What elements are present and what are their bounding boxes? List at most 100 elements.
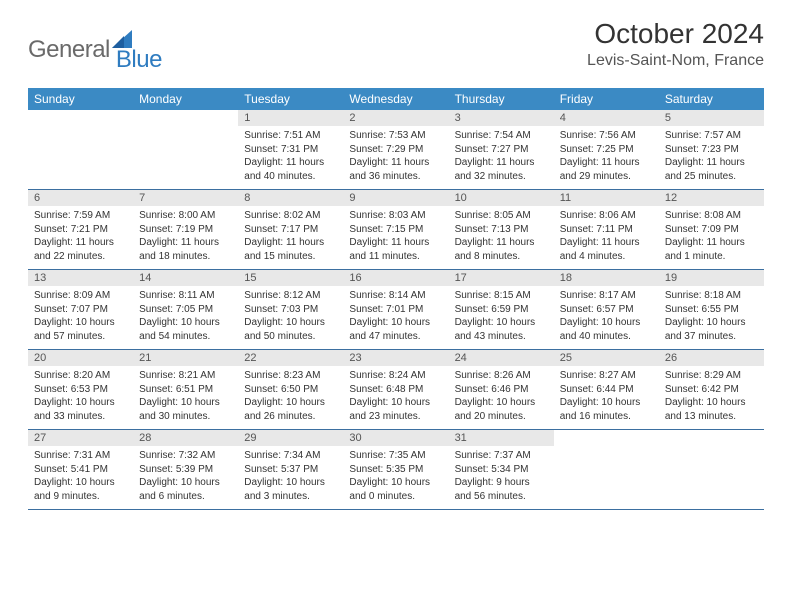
day-details: Sunrise: 7:57 AMSunset: 7:23 PMDaylight:… (659, 126, 764, 189)
calendar-week-row: ....1Sunrise: 7:51 AMSunset: 7:31 PMDayl… (28, 110, 764, 190)
calendar-day-cell: 17Sunrise: 8:15 AMSunset: 6:59 PMDayligh… (449, 270, 554, 350)
calendar-day-cell: 23Sunrise: 8:24 AMSunset: 6:48 PMDayligh… (343, 350, 448, 430)
day-number: 10 (449, 190, 554, 206)
day-header: Tuesday (238, 88, 343, 110)
calendar-day-cell: 5Sunrise: 7:57 AMSunset: 7:23 PMDaylight… (659, 110, 764, 190)
calendar-day-cell: .. (554, 430, 659, 510)
day-number: 5 (659, 110, 764, 126)
day-details: Sunrise: 7:59 AMSunset: 7:21 PMDaylight:… (28, 206, 133, 269)
day-header-row: SundayMondayTuesdayWednesdayThursdayFrid… (28, 88, 764, 110)
day-number: 1 (238, 110, 343, 126)
location: Levis-Saint-Nom, France (587, 52, 764, 70)
day-details: Sunrise: 7:54 AMSunset: 7:27 PMDaylight:… (449, 126, 554, 189)
day-number: 4 (554, 110, 659, 126)
day-details: Sunrise: 8:05 AMSunset: 7:13 PMDaylight:… (449, 206, 554, 269)
day-details: Sunrise: 8:03 AMSunset: 7:15 PMDaylight:… (343, 206, 448, 269)
title-block: October 2024 Levis-Saint-Nom, France (587, 18, 764, 70)
day-details: Sunrise: 8:20 AMSunset: 6:53 PMDaylight:… (28, 366, 133, 429)
day-number: 24 (449, 350, 554, 366)
day-number: 14 (133, 270, 238, 286)
day-details: Sunrise: 8:26 AMSunset: 6:46 PMDaylight:… (449, 366, 554, 429)
day-details: Sunrise: 8:08 AMSunset: 7:09 PMDaylight:… (659, 206, 764, 269)
day-details: Sunrise: 8:06 AMSunset: 7:11 PMDaylight:… (554, 206, 659, 269)
day-details: Sunrise: 7:37 AMSunset: 5:34 PMDaylight:… (449, 446, 554, 509)
calendar-day-cell: 11Sunrise: 8:06 AMSunset: 7:11 PMDayligh… (554, 190, 659, 270)
calendar-day-cell: 7Sunrise: 8:00 AMSunset: 7:19 PMDaylight… (133, 190, 238, 270)
day-number: 31 (449, 430, 554, 446)
day-number: 17 (449, 270, 554, 286)
header: General Blue October 2024 Levis-Saint-No… (28, 18, 764, 74)
logo-text-blue: Blue (116, 46, 162, 74)
calendar-day-cell: 22Sunrise: 8:23 AMSunset: 6:50 PMDayligh… (238, 350, 343, 430)
day-details: Sunrise: 8:11 AMSunset: 7:05 PMDaylight:… (133, 286, 238, 349)
day-number: 27 (28, 430, 133, 446)
day-header: Saturday (659, 88, 764, 110)
calendar-day-cell: 14Sunrise: 8:11 AMSunset: 7:05 PMDayligh… (133, 270, 238, 350)
day-header: Friday (554, 88, 659, 110)
calendar-day-cell: 27Sunrise: 7:31 AMSunset: 5:41 PMDayligh… (28, 430, 133, 510)
day-header: Monday (133, 88, 238, 110)
day-details: Sunrise: 7:32 AMSunset: 5:39 PMDaylight:… (133, 446, 238, 509)
calendar-day-cell: 13Sunrise: 8:09 AMSunset: 7:07 PMDayligh… (28, 270, 133, 350)
day-number: 11 (554, 190, 659, 206)
day-details: Sunrise: 7:35 AMSunset: 5:35 PMDaylight:… (343, 446, 448, 509)
day-details: Sunrise: 8:24 AMSunset: 6:48 PMDaylight:… (343, 366, 448, 429)
day-details: Sunrise: 7:34 AMSunset: 5:37 PMDaylight:… (238, 446, 343, 509)
day-details: Sunrise: 7:31 AMSunset: 5:41 PMDaylight:… (28, 446, 133, 509)
day-details: Sunrise: 8:02 AMSunset: 7:17 PMDaylight:… (238, 206, 343, 269)
calendar-week-row: 20Sunrise: 8:20 AMSunset: 6:53 PMDayligh… (28, 350, 764, 430)
day-number: 16 (343, 270, 448, 286)
calendar-day-cell: .. (659, 430, 764, 510)
calendar-day-cell: 28Sunrise: 7:32 AMSunset: 5:39 PMDayligh… (133, 430, 238, 510)
day-number: 8 (238, 190, 343, 206)
day-number: 19 (659, 270, 764, 286)
calendar-day-cell: 26Sunrise: 8:29 AMSunset: 6:42 PMDayligh… (659, 350, 764, 430)
day-number: 29 (238, 430, 343, 446)
logo: General Blue (28, 18, 162, 74)
day-number: 21 (133, 350, 238, 366)
month-title: October 2024 (587, 18, 764, 50)
calendar-day-cell: 2Sunrise: 7:53 AMSunset: 7:29 PMDaylight… (343, 110, 448, 190)
day-details: Sunrise: 8:18 AMSunset: 6:55 PMDaylight:… (659, 286, 764, 349)
calendar-day-cell: 19Sunrise: 8:18 AMSunset: 6:55 PMDayligh… (659, 270, 764, 350)
calendar-day-cell: .. (133, 110, 238, 190)
calendar-day-cell: 21Sunrise: 8:21 AMSunset: 6:51 PMDayligh… (133, 350, 238, 430)
calendar-day-cell: 4Sunrise: 7:56 AMSunset: 7:25 PMDaylight… (554, 110, 659, 190)
day-number: 6 (28, 190, 133, 206)
day-number: 15 (238, 270, 343, 286)
day-details: Sunrise: 8:09 AMSunset: 7:07 PMDaylight:… (28, 286, 133, 349)
day-number: 20 (28, 350, 133, 366)
calendar-week-row: 27Sunrise: 7:31 AMSunset: 5:41 PMDayligh… (28, 430, 764, 510)
calendar-day-cell: 24Sunrise: 8:26 AMSunset: 6:46 PMDayligh… (449, 350, 554, 430)
day-details: Sunrise: 7:51 AMSunset: 7:31 PMDaylight:… (238, 126, 343, 189)
calendar-day-cell: 10Sunrise: 8:05 AMSunset: 7:13 PMDayligh… (449, 190, 554, 270)
day-details: Sunrise: 8:00 AMSunset: 7:19 PMDaylight:… (133, 206, 238, 269)
day-number: 9 (343, 190, 448, 206)
calendar-day-cell: 15Sunrise: 8:12 AMSunset: 7:03 PMDayligh… (238, 270, 343, 350)
day-number: 3 (449, 110, 554, 126)
day-details: Sunrise: 8:12 AMSunset: 7:03 PMDaylight:… (238, 286, 343, 349)
calendar-week-row: 13Sunrise: 8:09 AMSunset: 7:07 PMDayligh… (28, 270, 764, 350)
day-details: Sunrise: 8:15 AMSunset: 6:59 PMDaylight:… (449, 286, 554, 349)
calendar-day-cell: 9Sunrise: 8:03 AMSunset: 7:15 PMDaylight… (343, 190, 448, 270)
day-header: Wednesday (343, 88, 448, 110)
calendar-day-cell: 20Sunrise: 8:20 AMSunset: 6:53 PMDayligh… (28, 350, 133, 430)
calendar-day-cell: 6Sunrise: 7:59 AMSunset: 7:21 PMDaylight… (28, 190, 133, 270)
day-number: 22 (238, 350, 343, 366)
day-number: 2 (343, 110, 448, 126)
calendar-day-cell: 31Sunrise: 7:37 AMSunset: 5:34 PMDayligh… (449, 430, 554, 510)
calendar-day-cell: 25Sunrise: 8:27 AMSunset: 6:44 PMDayligh… (554, 350, 659, 430)
day-number: 28 (133, 430, 238, 446)
calendar-day-cell: 3Sunrise: 7:54 AMSunset: 7:27 PMDaylight… (449, 110, 554, 190)
day-header: Thursday (449, 88, 554, 110)
day-number: 13 (28, 270, 133, 286)
day-number: 18 (554, 270, 659, 286)
day-details: Sunrise: 8:23 AMSunset: 6:50 PMDaylight:… (238, 366, 343, 429)
day-details: Sunrise: 7:53 AMSunset: 7:29 PMDaylight:… (343, 126, 448, 189)
day-details: Sunrise: 8:27 AMSunset: 6:44 PMDaylight:… (554, 366, 659, 429)
day-number: 30 (343, 430, 448, 446)
day-number: 12 (659, 190, 764, 206)
day-number: 26 (659, 350, 764, 366)
day-header: Sunday (28, 88, 133, 110)
day-details: Sunrise: 8:29 AMSunset: 6:42 PMDaylight:… (659, 366, 764, 429)
